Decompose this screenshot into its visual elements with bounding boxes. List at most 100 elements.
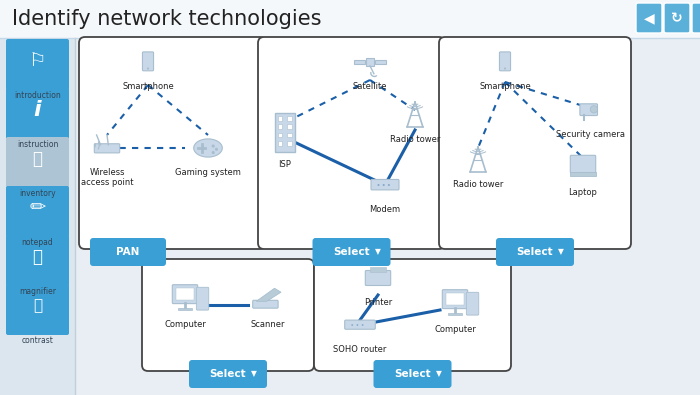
Circle shape bbox=[215, 148, 218, 151]
Text: ▼: ▼ bbox=[558, 248, 564, 256]
FancyBboxPatch shape bbox=[189, 360, 267, 388]
FancyBboxPatch shape bbox=[344, 320, 375, 329]
Text: contrast: contrast bbox=[22, 336, 53, 345]
FancyBboxPatch shape bbox=[6, 284, 69, 335]
Text: Select: Select bbox=[210, 369, 246, 379]
FancyBboxPatch shape bbox=[6, 235, 69, 286]
Text: Wireless
access point: Wireless access point bbox=[80, 168, 133, 187]
FancyBboxPatch shape bbox=[258, 37, 445, 249]
FancyBboxPatch shape bbox=[172, 285, 197, 304]
Circle shape bbox=[147, 68, 149, 70]
FancyBboxPatch shape bbox=[0, 38, 75, 395]
FancyBboxPatch shape bbox=[439, 37, 631, 249]
FancyBboxPatch shape bbox=[365, 271, 391, 286]
FancyBboxPatch shape bbox=[94, 144, 120, 153]
Text: Smartphone: Smartphone bbox=[122, 82, 174, 91]
FancyBboxPatch shape bbox=[375, 60, 386, 64]
FancyBboxPatch shape bbox=[287, 141, 291, 146]
Text: Scanner: Scanner bbox=[251, 320, 286, 329]
FancyBboxPatch shape bbox=[274, 113, 295, 152]
Text: inventory: inventory bbox=[19, 189, 56, 198]
Text: Select: Select bbox=[394, 369, 430, 379]
FancyBboxPatch shape bbox=[75, 38, 700, 395]
FancyBboxPatch shape bbox=[580, 104, 598, 116]
FancyBboxPatch shape bbox=[442, 290, 468, 308]
Circle shape bbox=[383, 184, 385, 186]
FancyBboxPatch shape bbox=[570, 155, 596, 173]
Text: Modem: Modem bbox=[370, 205, 400, 214]
Text: 🔍: 🔍 bbox=[32, 248, 43, 266]
FancyBboxPatch shape bbox=[570, 172, 596, 176]
Text: 👓: 👓 bbox=[33, 298, 42, 313]
Text: Gaming system: Gaming system bbox=[175, 168, 241, 177]
FancyBboxPatch shape bbox=[278, 124, 282, 129]
Text: i: i bbox=[34, 100, 41, 120]
Text: Satellite: Satellite bbox=[353, 82, 387, 91]
FancyBboxPatch shape bbox=[374, 360, 452, 388]
Text: Radio tower: Radio tower bbox=[453, 180, 503, 189]
Text: notepad: notepad bbox=[22, 238, 53, 247]
Text: Printer: Printer bbox=[364, 298, 392, 307]
Circle shape bbox=[356, 324, 358, 326]
Text: introduction: introduction bbox=[14, 91, 61, 100]
Ellipse shape bbox=[194, 139, 223, 157]
FancyBboxPatch shape bbox=[0, 0, 700, 38]
Circle shape bbox=[504, 68, 506, 70]
Text: PAN: PAN bbox=[116, 247, 140, 257]
Polygon shape bbox=[256, 288, 281, 301]
FancyBboxPatch shape bbox=[287, 133, 291, 137]
FancyBboxPatch shape bbox=[370, 267, 386, 272]
Circle shape bbox=[211, 145, 215, 148]
FancyBboxPatch shape bbox=[253, 300, 278, 308]
Circle shape bbox=[351, 324, 353, 326]
FancyBboxPatch shape bbox=[500, 52, 510, 71]
FancyBboxPatch shape bbox=[287, 116, 291, 120]
FancyBboxPatch shape bbox=[496, 238, 574, 266]
FancyBboxPatch shape bbox=[278, 116, 282, 120]
Text: Security camera: Security camera bbox=[556, 130, 624, 139]
Text: ISP: ISP bbox=[279, 160, 291, 169]
FancyBboxPatch shape bbox=[6, 88, 69, 139]
Text: Identify network technologies: Identify network technologies bbox=[12, 9, 321, 29]
FancyBboxPatch shape bbox=[6, 137, 69, 188]
FancyBboxPatch shape bbox=[371, 179, 399, 190]
Text: ▼: ▼ bbox=[435, 369, 442, 378]
Text: magnifier: magnifier bbox=[19, 287, 56, 296]
Text: ✏: ✏ bbox=[29, 198, 46, 217]
FancyBboxPatch shape bbox=[354, 60, 365, 64]
FancyBboxPatch shape bbox=[312, 238, 391, 266]
Text: Radio tower: Radio tower bbox=[390, 135, 440, 144]
Circle shape bbox=[211, 151, 215, 154]
Circle shape bbox=[377, 184, 379, 186]
FancyBboxPatch shape bbox=[692, 3, 700, 33]
FancyBboxPatch shape bbox=[448, 313, 462, 315]
Circle shape bbox=[590, 106, 598, 113]
Text: Smartphone: Smartphone bbox=[479, 82, 531, 91]
Text: ⚐: ⚐ bbox=[29, 51, 46, 70]
FancyBboxPatch shape bbox=[142, 259, 314, 371]
FancyBboxPatch shape bbox=[287, 124, 291, 129]
Circle shape bbox=[388, 184, 390, 186]
Text: ▼: ▼ bbox=[251, 369, 257, 378]
FancyBboxPatch shape bbox=[178, 308, 192, 310]
FancyBboxPatch shape bbox=[90, 238, 166, 266]
FancyBboxPatch shape bbox=[446, 293, 464, 305]
Text: Computer: Computer bbox=[434, 325, 476, 334]
FancyBboxPatch shape bbox=[278, 141, 282, 146]
Text: Select: Select bbox=[333, 247, 370, 257]
FancyBboxPatch shape bbox=[664, 3, 690, 33]
FancyBboxPatch shape bbox=[6, 186, 69, 237]
FancyBboxPatch shape bbox=[466, 292, 479, 315]
FancyBboxPatch shape bbox=[278, 133, 282, 137]
FancyBboxPatch shape bbox=[143, 52, 153, 71]
Circle shape bbox=[362, 324, 363, 326]
FancyBboxPatch shape bbox=[636, 3, 662, 33]
Text: ▼: ▼ bbox=[374, 248, 380, 256]
Text: ↻: ↻ bbox=[671, 11, 682, 25]
Text: Laptop: Laptop bbox=[568, 188, 597, 197]
FancyBboxPatch shape bbox=[79, 37, 266, 249]
FancyBboxPatch shape bbox=[6, 39, 69, 90]
Text: Computer: Computer bbox=[164, 320, 206, 329]
FancyBboxPatch shape bbox=[366, 58, 374, 66]
FancyBboxPatch shape bbox=[314, 259, 511, 371]
